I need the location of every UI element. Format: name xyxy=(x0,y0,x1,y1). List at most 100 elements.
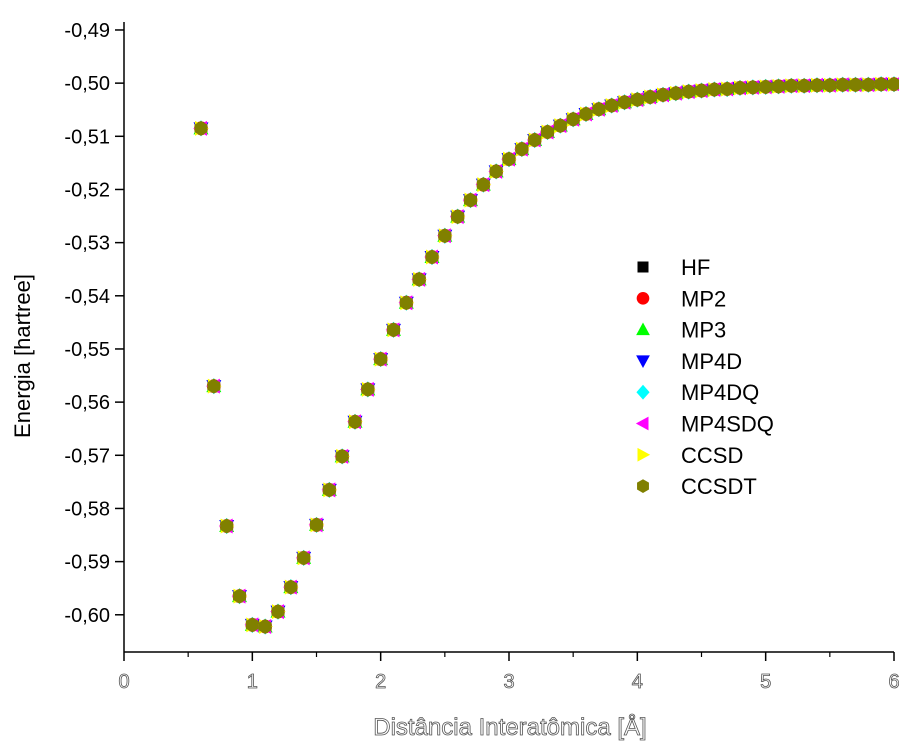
x-tick-label: 1 xyxy=(247,671,258,693)
data-point xyxy=(322,482,336,498)
data-point xyxy=(348,414,362,430)
data-point xyxy=(207,378,221,394)
series-ccsdt xyxy=(194,76,899,634)
data-point xyxy=(618,94,631,110)
data-point xyxy=(194,120,208,136)
x-tick-label: 0 xyxy=(118,671,129,693)
legend-marker-mp4sdq xyxy=(635,416,649,431)
data-point xyxy=(233,588,246,604)
data-point xyxy=(245,617,259,633)
legend-label-ccsdt: CCSDT xyxy=(681,474,757,499)
data-point xyxy=(579,106,593,122)
y-tick-label: -0,50 xyxy=(64,73,110,95)
legend-label-mp4d: MP4D xyxy=(681,349,742,374)
data-point xyxy=(682,84,696,100)
legend-label-mp4dq: MP4DQ xyxy=(681,380,759,405)
series-ccsd xyxy=(195,76,899,634)
legend-marker-hf xyxy=(637,261,649,273)
data-point xyxy=(476,177,490,193)
data-point xyxy=(425,249,439,265)
data-point xyxy=(784,78,798,94)
data-point xyxy=(464,192,477,208)
y-tick-label: -0,55 xyxy=(64,339,110,361)
data-point xyxy=(387,322,400,338)
data-point xyxy=(592,101,606,117)
data-point xyxy=(335,448,349,464)
y-tick-label: -0,51 xyxy=(64,126,110,148)
data-point xyxy=(772,78,785,94)
data-point xyxy=(451,209,465,225)
data-point xyxy=(297,550,311,566)
x-tick-label: 3 xyxy=(503,671,514,693)
y-tick-label: -0,57 xyxy=(64,445,110,467)
data-point xyxy=(695,83,708,99)
data-point xyxy=(489,163,503,179)
data-point xyxy=(566,111,580,127)
series-mp4dq xyxy=(193,76,899,635)
legend: HF MP2 MP3 MP4D MP4DQ MP4SDQ CCSD CCSDT xyxy=(635,255,774,499)
data-point xyxy=(310,517,323,533)
x-tick-label: 5 xyxy=(760,671,771,693)
data-point xyxy=(669,85,683,101)
x-tick-label: 4 xyxy=(632,671,643,693)
data-point xyxy=(553,118,567,134)
data-point xyxy=(220,518,234,534)
y-tick-label: -0,52 xyxy=(64,179,110,201)
x-axis-title: Distância Interatômica [Å] xyxy=(373,713,646,741)
data-point xyxy=(271,604,285,620)
y-tick-label: -0,49 xyxy=(64,20,110,42)
data-point xyxy=(502,151,516,167)
data-point xyxy=(759,79,773,95)
data-point xyxy=(605,97,619,113)
legend-marker-mp4d xyxy=(636,355,650,369)
x-tick-label: 2 xyxy=(375,671,386,693)
data-point xyxy=(361,381,375,397)
series-hf xyxy=(195,78,899,633)
data-point xyxy=(515,141,529,157)
legend-marker-mp2 xyxy=(636,291,650,305)
y-tick-label: -0,60 xyxy=(64,605,110,627)
data-point xyxy=(720,81,734,97)
x-tick-label: 6 xyxy=(888,671,899,693)
legend-label-ccsd: CCSD xyxy=(681,443,743,468)
legend-marker-ccsd xyxy=(637,447,651,462)
data-points xyxy=(193,76,899,635)
y-axis-title: Energia [hartree] xyxy=(10,274,35,438)
legend-marker-mp3 xyxy=(636,322,650,336)
y-tick-label: -0,56 xyxy=(64,392,110,414)
series-mp4sdq xyxy=(193,76,899,634)
data-point xyxy=(849,77,862,93)
legend-label-mp3: MP3 xyxy=(681,318,726,343)
legend-marker-mp4dq xyxy=(636,384,650,400)
data-point xyxy=(438,228,452,244)
data-point xyxy=(528,132,542,148)
data-point xyxy=(887,76,899,92)
y-tick-label: -0,59 xyxy=(64,552,110,574)
legend-label-hf: HF xyxy=(681,255,710,280)
data-point xyxy=(797,78,811,94)
legend-label-mp4sdq: MP4SDQ xyxy=(681,412,774,437)
data-point xyxy=(643,89,657,105)
data-point xyxy=(258,618,272,634)
series-mp4d xyxy=(193,78,899,635)
data-point xyxy=(656,87,670,103)
legend-label-mp2: MP2 xyxy=(681,286,726,311)
data-point xyxy=(707,82,721,98)
data-point xyxy=(541,124,554,140)
data-point xyxy=(284,579,298,595)
axes: -0,49 -0,50 -0,51 -0,52 -0,53 -0,54 -0,55 -0,56… xyxy=(64,20,899,693)
data-point xyxy=(399,295,413,311)
data-point xyxy=(374,351,388,367)
data-point xyxy=(836,77,850,93)
data-point xyxy=(823,77,837,93)
data-point xyxy=(861,77,875,93)
y-tick-label: -0,53 xyxy=(64,233,110,255)
y-tick-label: -0,58 xyxy=(64,498,110,520)
data-point xyxy=(746,79,760,95)
y-tick-label: -0,54 xyxy=(64,286,110,308)
data-point xyxy=(630,92,644,108)
series-mp2 xyxy=(194,77,899,634)
data-point xyxy=(733,80,747,96)
